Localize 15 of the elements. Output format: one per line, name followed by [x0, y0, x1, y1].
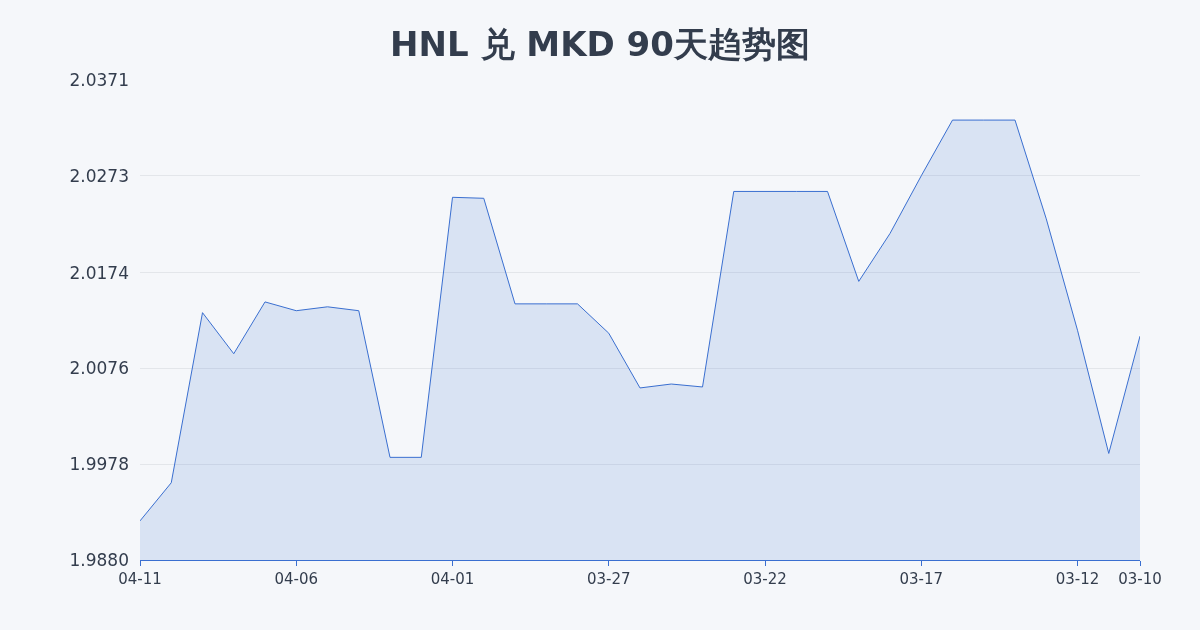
- y-tick-label: 2.0174: [69, 262, 129, 283]
- x-tick-label: 03-12: [1055, 570, 1100, 588]
- x-tick-label: 03-10: [1118, 570, 1162, 588]
- y-tick-label: 1.9880: [69, 549, 129, 570]
- y-tick-label: 2.0273: [69, 165, 129, 186]
- x-tick-label: 03-17: [899, 570, 944, 588]
- chart-title: HNL 兑 MKD 90天趋势图: [390, 24, 810, 64]
- x-tick-label: 04-01: [430, 570, 475, 588]
- x-tick-label: 04-06: [274, 570, 319, 588]
- y-tick-label: 1.9978: [69, 454, 129, 475]
- x-tick-label: 03-22: [743, 570, 787, 588]
- y-tick-label: 2.0076: [69, 358, 129, 379]
- x-tick-label: 03-27: [586, 570, 631, 588]
- y-tick-label: 2.0371: [69, 69, 129, 90]
- x-tick-label: 04-11: [118, 570, 162, 588]
